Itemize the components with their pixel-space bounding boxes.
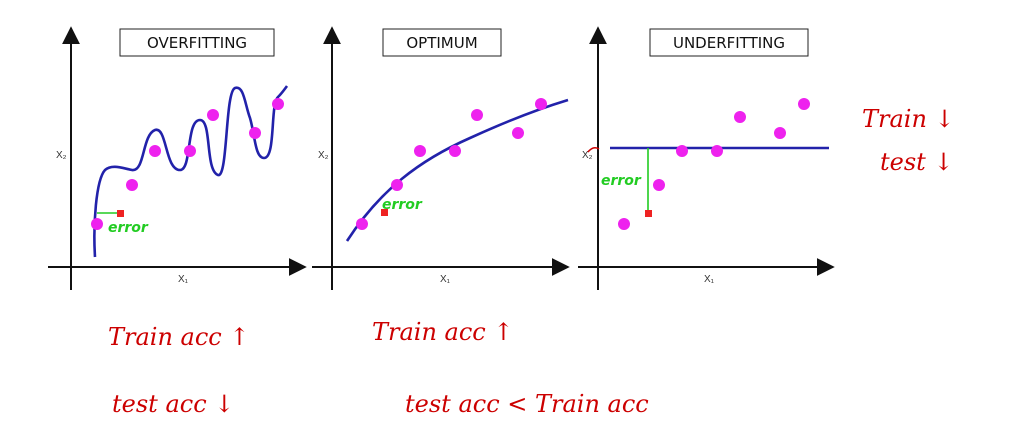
data-point: [774, 127, 786, 139]
data-point: [272, 98, 284, 110]
panel-title: OVERFITTING: [147, 34, 247, 52]
error-marker: [645, 210, 652, 217]
y-axis-label: X₂: [318, 150, 329, 161]
y-axis-label: X₂: [56, 150, 67, 161]
error-marker: [117, 210, 124, 217]
handwritten-notes: Train acc ↑ test acc ↓ Train acc ↑ test …: [108, 105, 955, 418]
data-point: [618, 218, 630, 230]
error-label: error: [382, 197, 423, 213]
data-point: [207, 109, 219, 121]
data-point: [391, 179, 403, 191]
data-point: [126, 179, 138, 191]
data-point: [798, 98, 810, 110]
data-point: [512, 127, 524, 139]
error-label: error: [108, 220, 149, 236]
data-point: [249, 127, 261, 139]
data-point: [356, 218, 368, 230]
note-overfit-train: Train acc ↑: [108, 323, 249, 351]
panel-title: UNDERFITTING: [673, 34, 785, 52]
data-point: [91, 218, 103, 230]
panel-title-box: [119, 28, 275, 57]
x-axis-label: X₁: [704, 274, 715, 285]
note-overfit-test: test acc ↓: [112, 390, 234, 418]
error-marker: [381, 209, 388, 216]
panel-title: OPTIMUM: [406, 34, 477, 52]
data-point: [535, 98, 547, 110]
data-point: [414, 145, 426, 157]
note-optimum-test: test acc < Train acc: [405, 390, 649, 418]
data-point: [676, 145, 688, 157]
x-axis-label: X₁: [178, 274, 189, 285]
panel-optimum: OPTIMUM X₂ X₁ error: [312, 26, 570, 290]
data-point: [149, 145, 161, 157]
data-point: [184, 145, 196, 157]
y-axis-label: X₂: [582, 150, 593, 161]
note-optimum-train: Train acc ↑: [372, 318, 513, 346]
data-point: [471, 109, 483, 121]
data-point: [711, 145, 723, 157]
data-point: [653, 179, 665, 191]
handwritten-tick: [587, 146, 600, 153]
data-point: [449, 145, 461, 157]
data-point: [734, 111, 746, 123]
note-underfit-test: test ↓: [880, 148, 954, 176]
x-axis-label: X₁: [440, 274, 451, 285]
note-underfit-train: Train ↓: [862, 105, 955, 133]
panel-title-box: [649, 28, 809, 57]
panel-underfitting: UNDERFITTING X₂ X₁ error: [578, 26, 835, 290]
panel-overfitting: OVERFITTING X₂ X₁ error: [48, 26, 307, 290]
panel-title-box: [382, 28, 502, 57]
fit-curve: [93, 85, 289, 258]
fit-curve: [345, 98, 569, 242]
error-label: error: [601, 173, 642, 189]
